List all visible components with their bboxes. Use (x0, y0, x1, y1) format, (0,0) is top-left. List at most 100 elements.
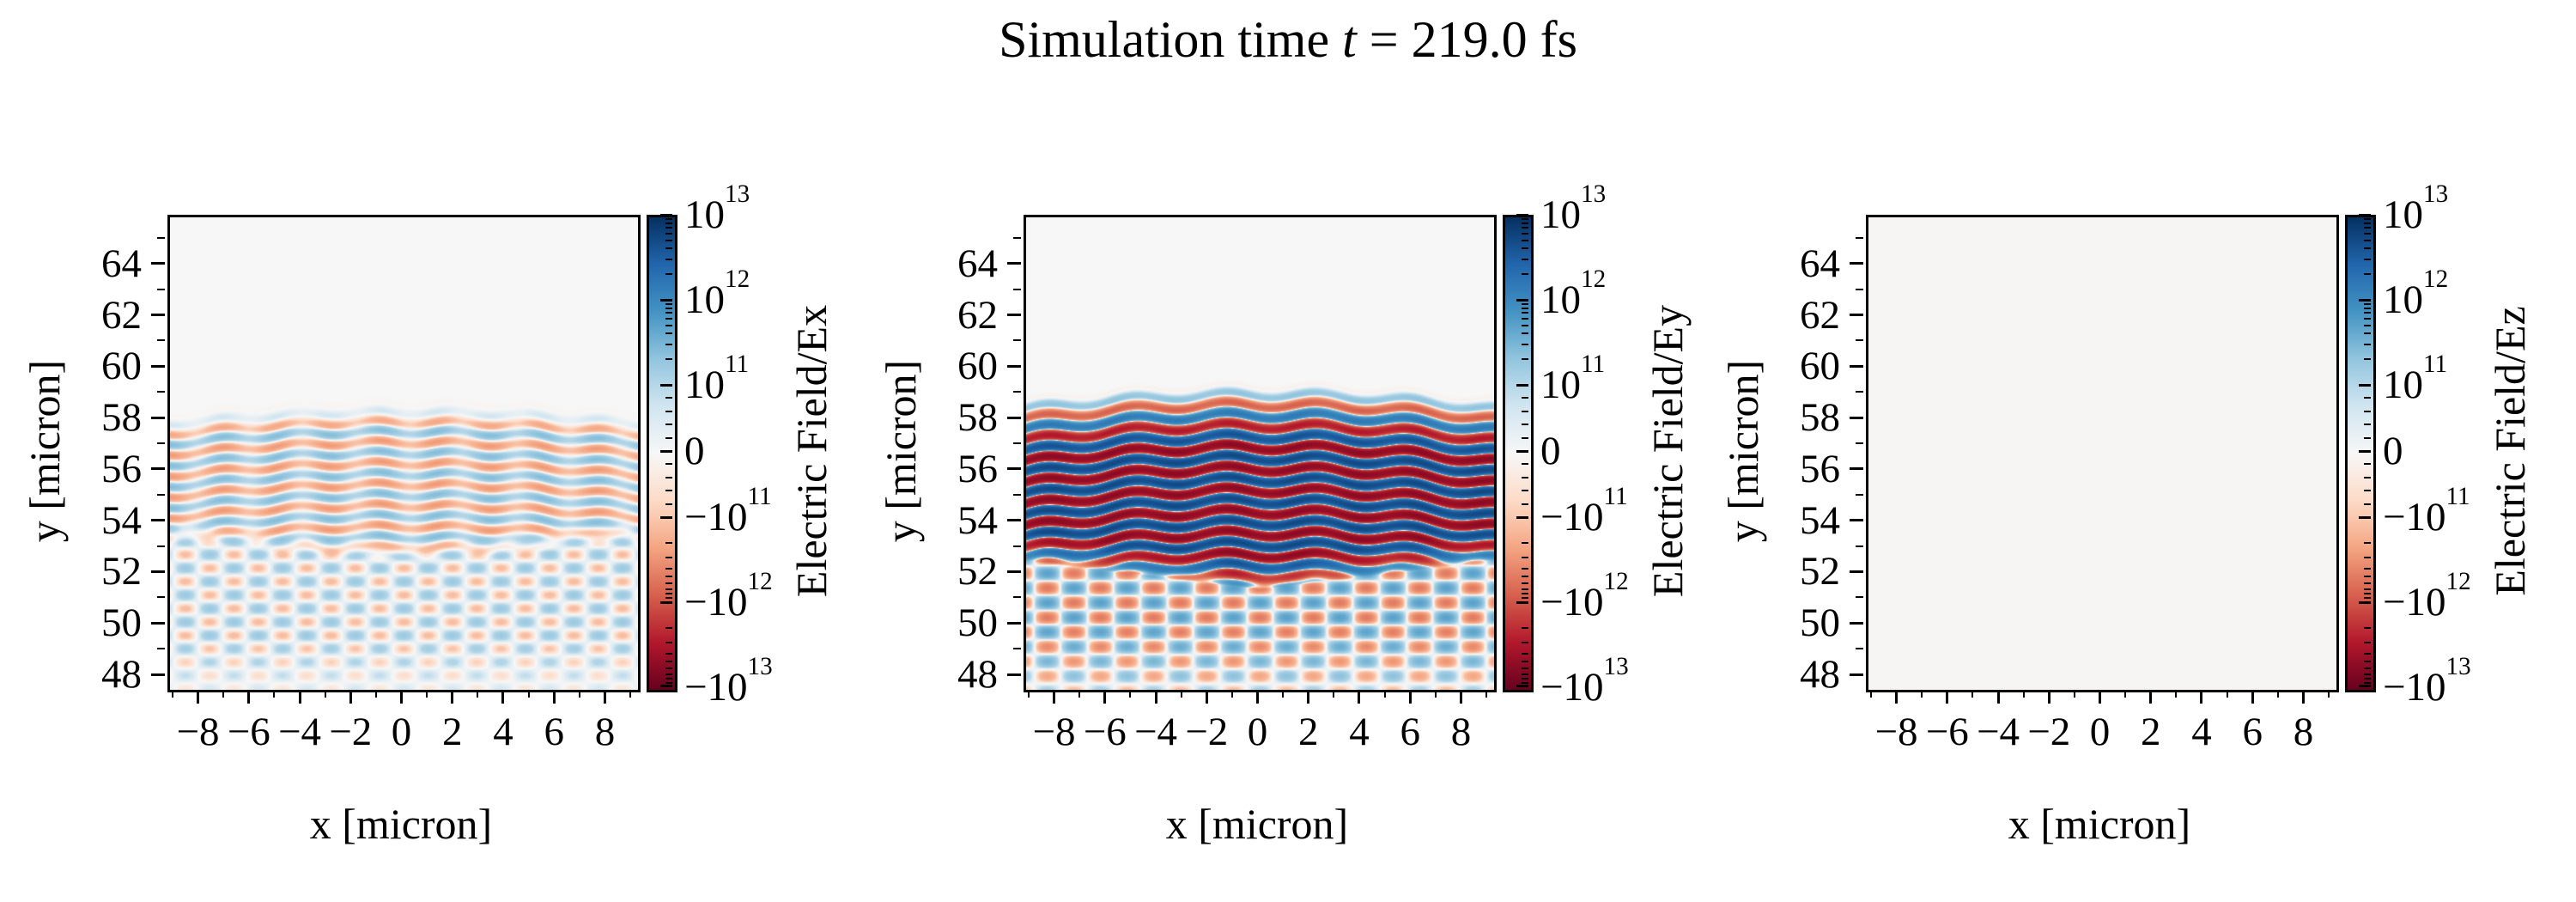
y-tick-minor (1013, 442, 1021, 445)
y-tick-label: 60 (1800, 344, 1840, 389)
y-tick-major (1007, 314, 1021, 317)
y-tick-minor (1013, 648, 1021, 650)
colorbar-tick-minor (665, 227, 672, 229)
x-tick-major (1996, 690, 2000, 704)
y-tick-minor (157, 339, 165, 342)
y-tick-major (1007, 519, 1021, 522)
x-tick-label: 4 (2191, 710, 2212, 754)
y-tick-minor (1013, 339, 1021, 342)
colorbar-tick-minor (1522, 642, 1528, 644)
y-tick-minor (157, 442, 165, 445)
panel-ey: y [micron] x [micron] Electric Field/Ey … (856, 0, 1715, 902)
colorbar-tick-minor (1522, 324, 1528, 326)
x-tick-minor (2022, 690, 2025, 698)
colorbar-tick-minor (665, 307, 672, 309)
y-tick-minor (157, 545, 165, 547)
colorbar-tick-label: −1011 (2383, 483, 2470, 539)
y-tick-major (1850, 314, 1863, 317)
colorbar-tick-minor (1522, 307, 1528, 309)
y-tick-major (1007, 621, 1021, 625)
x-tick-label: −6 (1925, 710, 1969, 754)
colorbar-tick-label: 1013 (2383, 180, 2449, 237)
colorbar-tick-minor (1522, 667, 1528, 670)
colorbar-tick-minor (2364, 397, 2371, 399)
y-axis-label: y [micron] (21, 359, 69, 543)
x-tick-minor (273, 690, 276, 698)
y-tick-minor (157, 288, 165, 290)
x-tick-label: 6 (544, 710, 564, 754)
x-tick-label: 8 (594, 710, 616, 754)
x-tick-major (1307, 690, 1310, 704)
y-tick-label: 54 (957, 497, 998, 543)
colorbar-tick-minor (1522, 597, 1528, 600)
colorbar-tick-minor (665, 222, 672, 224)
colorbar-tick-minor (1522, 247, 1528, 250)
x-axis-label: x [micron] (2008, 800, 2191, 848)
y-tick-label: 62 (101, 292, 142, 338)
y-tick-label: 54 (101, 497, 142, 543)
y-tick-minor (1856, 442, 1863, 445)
colorbar-tick-minor (2364, 593, 2371, 595)
colorbar-tick-minor (665, 410, 672, 412)
x-tick-minor (2175, 690, 2178, 698)
y-tick-minor (1856, 493, 1863, 496)
x-tick-label: −4 (1134, 710, 1178, 754)
colorbar-tick-minor (665, 667, 672, 670)
y-tick-major (1007, 416, 1021, 419)
colorbar-tick-minor (2364, 436, 2371, 439)
colorbar-tick-minor (2364, 343, 2371, 345)
x-tick-minor (1180, 690, 1182, 698)
y-tick-major (1850, 673, 1863, 676)
x-tick-label: 2 (2140, 710, 2161, 754)
colorbar-tick-minor (2364, 302, 2371, 305)
colorbar-tick-minor (2364, 424, 2371, 426)
x-tick-label: 6 (1400, 710, 1420, 754)
y-tick-major (151, 314, 165, 317)
colorbar-tick-minor (2364, 227, 2371, 229)
x-tick-minor (2124, 690, 2127, 698)
x-tick-label: −8 (176, 710, 220, 754)
x-tick-major (298, 690, 301, 704)
colorbar-tick-minor (1522, 673, 1528, 675)
colorbar-tick-major (2359, 516, 2371, 519)
x-tick-label: −2 (2027, 710, 2071, 754)
y-tick-major (1007, 673, 1021, 676)
colorbar-tick-minor (665, 682, 672, 685)
colorbar-tick-minor (1522, 593, 1528, 595)
colorbar-tick-major (1516, 685, 1528, 687)
colorbar-tick-minor (665, 673, 672, 675)
colorbar-tick-minor (665, 358, 672, 361)
colorbar-tick-minor (1522, 302, 1528, 305)
y-tick-label: 62 (1800, 292, 1840, 338)
colorbar-tick-minor (665, 424, 672, 426)
y-tick-label: 54 (1800, 497, 1840, 543)
y-tick-minor (1856, 596, 1863, 599)
x-tick-minor (1129, 690, 1132, 698)
x-tick-major (400, 690, 403, 704)
figure-title: Simulation time t = 219.0 fs (0, 10, 2576, 70)
colorbar-tick-minor (1522, 273, 1528, 276)
x-tick-major (501, 690, 505, 704)
colorbar-tick-minor (2364, 332, 2371, 335)
x-tick-minor (2276, 690, 2279, 698)
y-tick-minor (157, 236, 165, 239)
x-tick-label: 8 (2293, 710, 2314, 754)
heatmap-axes-ex (167, 215, 641, 692)
colorbar-label-ez: Electric Field/Ez (2486, 306, 2534, 596)
x-tick-minor (1434, 690, 1437, 698)
colorbar-tick-minor (665, 541, 672, 544)
colorbar-tick-minor (665, 503, 672, 505)
y-axis-label: y [micron] (1719, 359, 1767, 543)
y-tick-major (1007, 364, 1021, 368)
colorbar-tick-minor (1522, 332, 1528, 335)
colorbar-tick-major (2359, 384, 2371, 387)
x-tick-minor (222, 690, 225, 698)
colorbar-tick-minor (665, 436, 672, 439)
colorbar-tick-minor (665, 557, 672, 559)
colorbar-tick-minor (1522, 239, 1528, 241)
colorbar-tick-label: −1012 (1540, 568, 1629, 625)
colorbar-tick-minor (1522, 476, 1528, 478)
colorbar-tick-minor (665, 317, 672, 320)
colorbar-tick-minor (1522, 682, 1528, 685)
